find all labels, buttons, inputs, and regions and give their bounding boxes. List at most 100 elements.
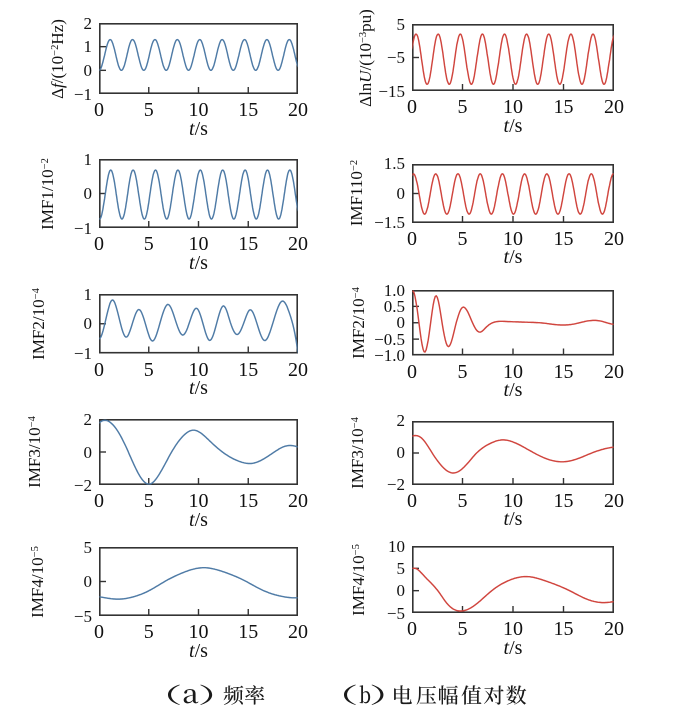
y-axis-label-segment: IMF4/10	[28, 556, 48, 618]
caption-glyph	[223, 685, 243, 705]
caption-glyph	[461, 684, 482, 705]
x-axis-label-segment: t	[503, 246, 510, 268]
x-tick-label: 10	[188, 99, 209, 121]
y-axis-label-segment: −4	[349, 416, 361, 428]
x-axis-label-segment: t	[503, 114, 510, 137]
y-tick-label: 5	[396, 14, 406, 34]
y-tick-label: 0	[396, 183, 406, 203]
caption-glyph	[393, 684, 412, 704]
y-axis-label-segment: Δ	[48, 87, 68, 99]
x-tick-label: 15	[553, 360, 574, 383]
y-tick-label: −1	[73, 218, 92, 238]
x-axis-label-segment: t	[189, 117, 195, 140]
x-axis-label-right-2: t/s	[483, 247, 543, 267]
plot-axes-left-5	[99, 547, 298, 617]
y-tick-label: 0	[83, 314, 93, 334]
y-tick-label: 0	[83, 184, 93, 203]
x-tick-label: 0	[94, 233, 104, 255]
plot-frame-left-5	[99, 547, 298, 617]
x-axis-label-segment: t	[503, 379, 510, 401]
y-tick-label: 2	[83, 409, 93, 429]
x-tick-label: 20	[604, 227, 624, 250]
caption-glyph	[167, 684, 180, 705]
x-tick-label: 20	[604, 360, 624, 383]
caption-glyph	[416, 685, 437, 705]
y-tick-label: −1.0	[374, 346, 405, 365]
x-axis-label-segment: t	[189, 639, 195, 662]
x-axis-label-left-5: t/s	[169, 641, 229, 661]
x-tick-label: 5	[143, 233, 154, 255]
x-axis-label-right-5: t/s	[483, 638, 543, 658]
x-tick-label: 5	[457, 489, 468, 512]
caption-b: （b）电压幅值对数	[338, 679, 680, 711]
y-axis-label-segment: −2	[348, 159, 360, 172]
plot-frame-left-4	[99, 419, 298, 486]
x-tick-label: 5	[457, 360, 468, 383]
x-tick-label: 0	[407, 489, 417, 512]
y-axis-label-segment: IMF2/10	[349, 298, 369, 359]
plot-axes-right-4	[412, 420, 614, 485]
x-axis-label-segment: /s	[509, 246, 523, 268]
plot-frame-right-2	[412, 163, 614, 223]
x-tick-label: 0	[407, 360, 417, 383]
plot-frame-right-3	[412, 290, 614, 356]
y-tick-label: −2	[73, 475, 92, 495]
y-tick-label: −5	[386, 603, 405, 623]
y-tick-label: 10	[388, 536, 405, 556]
x-axis-label-left-2: t/s	[169, 253, 229, 273]
y-tick-label: −1	[73, 344, 92, 363]
y-axis-label-segment: −4	[26, 416, 38, 428]
x-axis-label-right-1: t/s	[483, 116, 543, 136]
series-line-left-3	[99, 299, 298, 354]
x-tick-label: 0	[94, 490, 104, 512]
x-tick-label: 20	[288, 358, 308, 381]
y-axis-label-segment: Δln	[356, 82, 376, 107]
y-axis-label-left-3: IMF2/10−4	[29, 288, 48, 360]
y-tick-label: 1	[83, 149, 93, 169]
x-axis-label-left-1: t/s	[169, 119, 229, 139]
x-tick-label: 15	[238, 621, 259, 643]
y-axis-label-segment: IMF110	[347, 171, 367, 227]
x-tick-label: 0	[407, 618, 417, 640]
series-line-left-1	[99, 38, 298, 72]
y-axis-label-segment: −3	[357, 31, 369, 43]
x-tick-label: 0	[94, 99, 104, 121]
y-axis-label-segment: IMF4/10	[349, 554, 369, 616]
y-axis-label-segment: IMF1/10	[38, 168, 58, 230]
y-axis-label-segment: −5	[29, 545, 41, 557]
caption-a-glyphs	[167, 684, 264, 705]
y-tick-label: −1	[73, 84, 92, 104]
series-line-right-5	[412, 567, 614, 612]
y-tick-label: 1.0	[383, 280, 405, 300]
series-line-right-3	[412, 290, 614, 353]
plot-axes-left-3	[99, 294, 298, 354]
x-axis-label-segment: t	[189, 251, 195, 274]
x-tick-label: 20	[604, 489, 624, 512]
y-tick-label: 2	[396, 411, 406, 430]
y-axis-label-segment: −5	[350, 543, 362, 555]
x-axis-label-segment: /s	[194, 377, 208, 399]
y-axis-label-left-5: IMF4/10−5	[28, 545, 48, 618]
plot-axes-left-4	[99, 419, 298, 486]
y-tick-label: 0	[396, 581, 406, 601]
plot-frame-left-1	[99, 23, 298, 95]
y-axis-label-right-1: ΔlnU/(10−3pu)	[356, 8, 376, 107]
series-line-right-1	[412, 33, 614, 86]
y-tick-label: −1.5	[374, 213, 405, 232]
series-line-left-2	[99, 169, 298, 220]
x-tick-label: 20	[604, 618, 624, 640]
y-axis-label-segment: −2	[39, 157, 51, 169]
y-axis-label-segment: pu)	[356, 8, 376, 32]
x-tick-label: 10	[503, 618, 523, 640]
x-tick-label: 20	[288, 621, 308, 643]
x-tick-label: 10	[503, 360, 523, 383]
x-tick-label: 10	[503, 227, 523, 250]
x-tick-label: 0	[407, 96, 417, 118]
x-tick-label: 15	[553, 96, 574, 118]
caption-glyph	[343, 684, 356, 705]
y-tick-label: −0.5	[374, 329, 405, 349]
x-tick-label: 10	[188, 490, 209, 512]
plot-frame-right-5	[412, 546, 614, 614]
x-tick-label: 10	[188, 233, 209, 255]
x-tick-label: 20	[604, 96, 624, 118]
